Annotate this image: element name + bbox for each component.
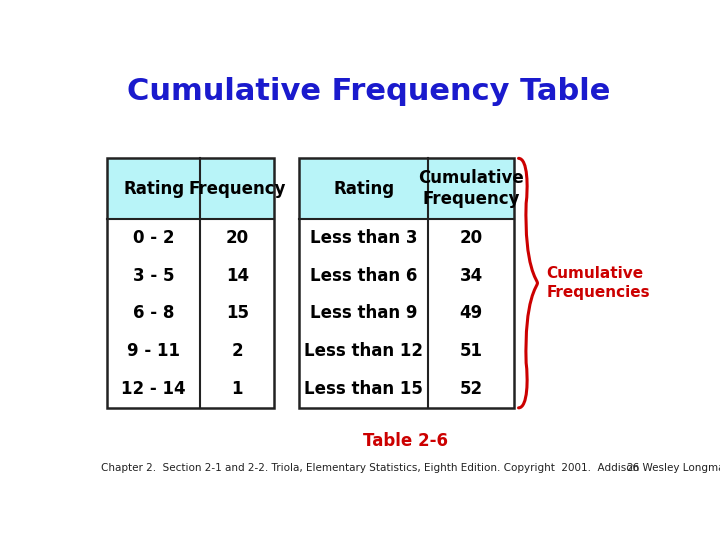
- Text: Rating: Rating: [333, 180, 395, 198]
- Text: 9 - 11: 9 - 11: [127, 342, 180, 360]
- Text: Less than 12: Less than 12: [304, 342, 423, 360]
- Text: Less than 15: Less than 15: [305, 380, 423, 398]
- Bar: [300, 256, 514, 294]
- Text: Chapter 2.  Section 2-1 and 2-2. Triola, Elementary Statistics, Eighth Edition. : Chapter 2. Section 2-1 and 2-2. Triola, …: [101, 463, 720, 473]
- Text: 3 - 5: 3 - 5: [133, 267, 174, 285]
- Text: 49: 49: [459, 305, 482, 322]
- Text: 34: 34: [459, 267, 482, 285]
- Text: 51: 51: [459, 342, 482, 360]
- Text: Less than 6: Less than 6: [310, 267, 418, 285]
- Text: 20: 20: [459, 229, 482, 247]
- Bar: [300, 158, 514, 219]
- Bar: [300, 370, 514, 408]
- Text: 6 - 8: 6 - 8: [133, 305, 174, 322]
- Bar: [107, 158, 274, 408]
- Bar: [107, 332, 274, 370]
- Text: 0 - 2: 0 - 2: [133, 229, 174, 247]
- Text: Frequency: Frequency: [189, 180, 286, 198]
- Text: 52: 52: [459, 380, 482, 398]
- Text: 14: 14: [226, 267, 249, 285]
- Text: Cumulative Frequency Table: Cumulative Frequency Table: [127, 77, 611, 106]
- Text: Table 2-6: Table 2-6: [363, 432, 448, 450]
- Bar: [107, 294, 274, 332]
- Text: 12 - 14: 12 - 14: [121, 380, 186, 398]
- Bar: [300, 332, 514, 370]
- Text: 15: 15: [226, 305, 249, 322]
- Bar: [107, 256, 274, 294]
- Bar: [107, 158, 274, 219]
- Bar: [300, 158, 514, 408]
- Text: 20: 20: [226, 229, 249, 247]
- Text: 26: 26: [626, 463, 639, 473]
- Text: Cumulative
Frequencies: Cumulative Frequencies: [546, 266, 650, 300]
- Text: Rating: Rating: [123, 180, 184, 198]
- Text: 1: 1: [232, 380, 243, 398]
- Bar: [107, 219, 274, 256]
- Text: Less than 9: Less than 9: [310, 305, 418, 322]
- Bar: [300, 219, 514, 256]
- Bar: [107, 370, 274, 408]
- Text: Less than 3: Less than 3: [310, 229, 418, 247]
- Text: Cumulative
Frequency: Cumulative Frequency: [418, 169, 524, 208]
- Text: 2: 2: [232, 342, 243, 360]
- Bar: [300, 294, 514, 332]
